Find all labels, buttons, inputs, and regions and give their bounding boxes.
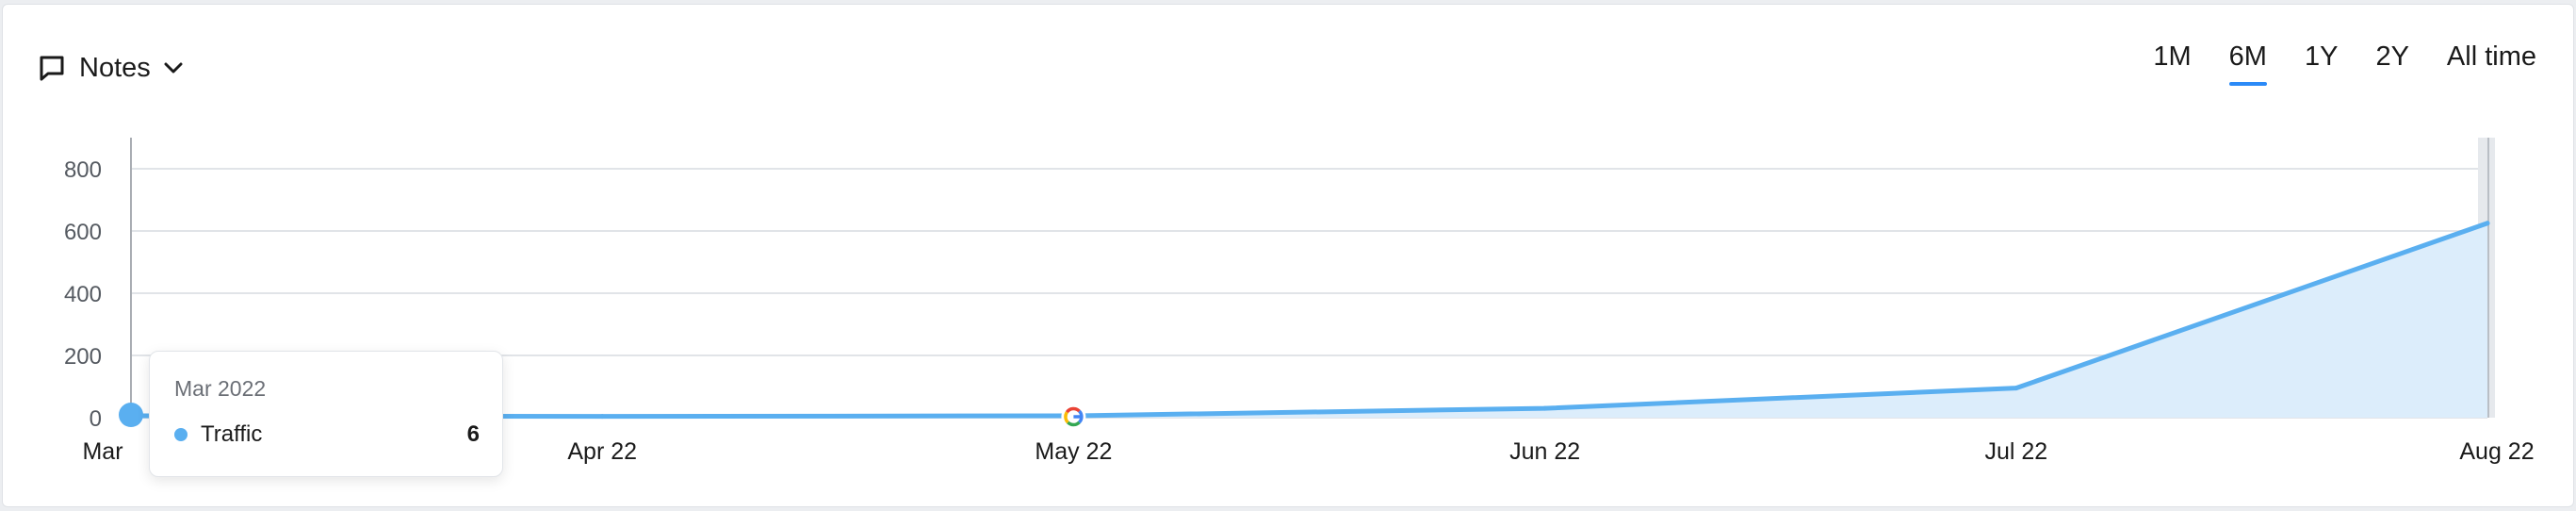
- marker-arc: [1066, 406, 1081, 414]
- y-tick-label: 400: [64, 282, 102, 307]
- x-tick-label: Jul 22: [1984, 438, 2047, 465]
- range-2y[interactable]: 2Y: [2375, 41, 2409, 72]
- notes-dropdown[interactable]: Notes: [38, 47, 183, 89]
- tooltip-date: Mar 2022: [174, 376, 267, 401]
- tooltip-series-dot: [174, 428, 187, 441]
- x-tick-label: Apr 22: [567, 438, 637, 465]
- range-6m[interactable]: 6M: [2228, 41, 2268, 86]
- range-1m[interactable]: 1M: [2153, 41, 2192, 72]
- x-tick-label: Jun 22: [1509, 438, 1580, 465]
- tooltip-value: 6: [466, 421, 480, 447]
- y-tick-label: 200: [64, 344, 102, 370]
- range-all-time[interactable]: All time: [2446, 41, 2536, 72]
- tooltip-row: Traffic 6: [174, 421, 480, 448]
- y-tick-label: 600: [64, 220, 102, 245]
- marker-arc: [1064, 411, 1069, 424]
- range-1y[interactable]: 1Y: [2304, 41, 2339, 72]
- x-tick-label: Aug 22: [2459, 438, 2534, 465]
- traffic-point: [119, 403, 143, 428]
- y-tick-label: 0: [90, 406, 102, 432]
- traffic-point: [599, 414, 605, 420]
- chart-tooltip: Mar 2022 Traffic 6: [149, 351, 503, 477]
- traffic-area: [131, 223, 2487, 418]
- traffic-point: [1542, 405, 1548, 411]
- traffic-point: [2485, 221, 2490, 226]
- comment-icon: [40, 56, 64, 81]
- traffic-line: [128, 221, 2490, 420]
- marker-arc: [1067, 420, 1081, 427]
- x-tick-label: May 22: [1035, 438, 1112, 465]
- y-tick-label: 800: [64, 157, 102, 183]
- tooltip-series-name: Traffic: [201, 421, 263, 447]
- chevron-down-icon: [164, 62, 183, 74]
- time-range-tabs: 1M 6M 1Y 2Y All time: [2153, 41, 2536, 94]
- x-tick-label: Mar: [82, 438, 122, 465]
- notes-label: Notes: [79, 52, 151, 83]
- google-update-icon: [1061, 404, 1086, 429]
- traffic-point: [2014, 386, 2019, 391]
